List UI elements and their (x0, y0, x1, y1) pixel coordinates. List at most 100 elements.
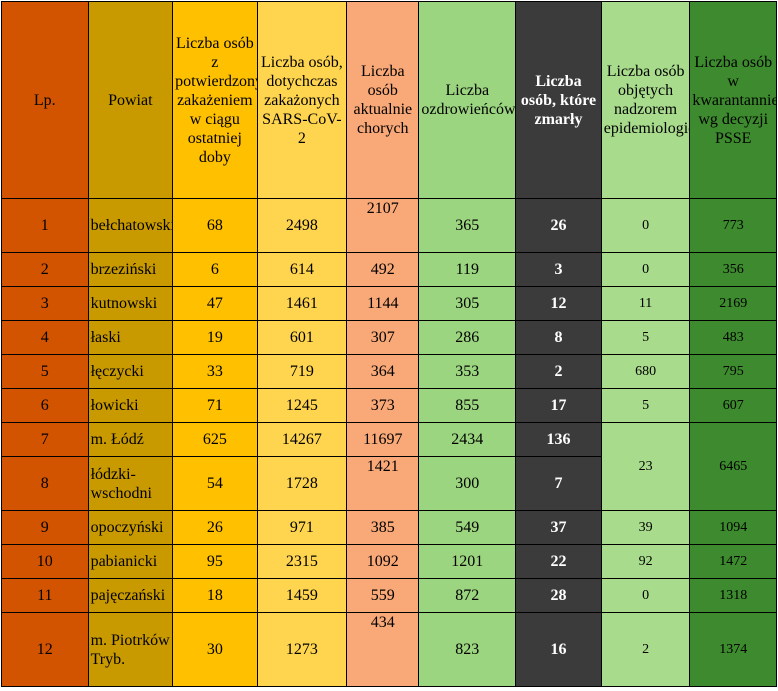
table-row: 10 pabianicki 95 2315 1092 1201 22 92 14… (1, 544, 777, 579)
cell-supervision: 5 (600, 320, 691, 355)
cell-lp: 1 (1, 198, 89, 253)
cell-supervision: 92 (600, 544, 691, 579)
cell-total: 971 (256, 510, 348, 545)
cell-quarantine: 483 (689, 320, 777, 355)
cell-recovered: 286 (418, 320, 517, 355)
cell-lp: 6 (1, 388, 89, 423)
cell-sick: 364 (346, 354, 420, 389)
cell-lp: 12 (1, 612, 89, 687)
cell-total: 614 (256, 252, 348, 287)
cell-recovered: 855 (418, 388, 517, 423)
cell-new: 71 (172, 388, 258, 423)
header-supervision: Liczba osób objętych nadzorem epidemiolo… (600, 1, 691, 199)
cell-new: 54 (172, 456, 258, 511)
cell-total: 14267 (256, 422, 348, 457)
cell-total: 2498 (256, 198, 348, 253)
cell-supervision: 0 (600, 252, 691, 287)
cell-lp: 10 (1, 544, 89, 579)
cell-powiat: opoczyński (87, 510, 174, 545)
cell-quarantine: 6465 (689, 422, 777, 511)
cell-sick: 1092 (346, 544, 420, 579)
cell-recovered: 2434 (418, 422, 517, 457)
cell-quarantine: 1472 (689, 544, 777, 579)
cell-died: 37 (515, 510, 602, 545)
cell-sick: 559 (346, 578, 420, 613)
cell-recovered: 300 (418, 456, 517, 511)
cell-quarantine: 2169 (689, 286, 777, 321)
header-new-cases: Liczba osób z potwierdzonym zakażeniem w… (172, 1, 258, 199)
cell-new: 6 (172, 252, 258, 287)
cell-quarantine: 356 (689, 252, 777, 287)
table-row: 11 pajęczański 18 1459 559 872 28 0 1318 (1, 578, 777, 613)
header-powiat: Powiat (87, 1, 174, 199)
cell-powiat: łowicki (87, 388, 174, 423)
cell-new: 33 (172, 354, 258, 389)
cell-powiat: brzeziński (87, 252, 174, 287)
cell-new: 47 (172, 286, 258, 321)
cell-supervision: 23 (600, 422, 691, 511)
header-quarantine: Liczba osób w kwarantannie wg decyzji PS… (689, 1, 777, 199)
header-currently-sick: Liczba osób aktualnie chorych (346, 1, 420, 199)
cell-new: 26 (172, 510, 258, 545)
cell-new: 68 (172, 198, 258, 253)
cell-sick: 434 (346, 612, 420, 687)
cell-died: 26 (515, 198, 602, 253)
table-row: 9 opoczyński 26 971 385 549 37 39 1094 (1, 510, 777, 545)
table-row: 7 m. Łódź 625 14267 11697 2434 136 23 64… (1, 422, 777, 511)
table-row: 1 bełchatowski 68 2498 2107 365 26 0 773 (1, 198, 777, 253)
cell-new: 30 (172, 612, 258, 687)
cell-quarantine: 773 (689, 198, 777, 253)
cell-new: 19 (172, 320, 258, 355)
cell-total: 1459 (256, 578, 348, 613)
cell-quarantine: 1374 (689, 612, 777, 687)
cell-new: 625 (172, 422, 258, 457)
table-row: 6 łowicki 71 1245 373 855 17 5 607 (1, 388, 777, 423)
cell-died: 17 (515, 388, 602, 423)
cell-recovered: 119 (418, 252, 517, 287)
cell-lp: 2 (1, 252, 89, 287)
cell-supervision: 2 (600, 612, 691, 687)
cell-powiat: kutnowski (87, 286, 174, 321)
header-total-infected: Liczba osób, dotychczas zakażonych SARS-… (256, 1, 348, 199)
header-row: Lp. Powiat Liczba osób z potwierdzonym z… (1, 1, 777, 199)
cell-recovered: 353 (418, 354, 517, 389)
cell-lp: 8 (1, 456, 89, 511)
header-recovered: Liczba ozdrowieńców (418, 1, 517, 199)
cell-died: 16 (515, 612, 602, 687)
cell-supervision: 11 (600, 286, 691, 321)
cell-recovered: 549 (418, 510, 517, 545)
cell-died: 8 (515, 320, 602, 355)
cell-new: 18 (172, 578, 258, 613)
table-row: 12 m. Piotrków Tryb. 30 1273 434 823 16 … (1, 612, 777, 687)
cell-total: 1245 (256, 388, 348, 423)
cell-recovered: 872 (418, 578, 517, 613)
cell-died: 136 (515, 422, 602, 457)
cell-total: 601 (256, 320, 348, 355)
cell-recovered: 305 (418, 286, 517, 321)
cell-died: 12 (515, 286, 602, 321)
cell-total: 719 (256, 354, 348, 389)
cell-new: 95 (172, 544, 258, 579)
cell-powiat: pabianicki (87, 544, 174, 579)
cell-total: 1273 (256, 612, 348, 687)
cell-powiat: m. Piotrków Tryb. (87, 612, 174, 687)
cell-quarantine: 1318 (689, 578, 777, 613)
cell-powiat: łaski (87, 320, 174, 355)
cell-lp: 5 (1, 354, 89, 389)
cell-total: 1461 (256, 286, 348, 321)
table-row: 8 łódzki-wschodni 54 1728 1421 300 7 (1, 456, 777, 511)
cell-quarantine: 1094 (689, 510, 777, 545)
table-row: 3 kutnowski 47 1461 1144 305 12 11 2169 (1, 286, 777, 321)
cell-died: 3 (515, 252, 602, 287)
cell-powiat: łęczycki (87, 354, 174, 389)
cell-recovered: 1201 (418, 544, 517, 579)
cell-supervision: 39 (600, 510, 691, 545)
cell-sick: 385 (346, 510, 420, 545)
cell-sick: 373 (346, 388, 420, 423)
table-row: 4 łaski 19 601 307 286 8 5 483 (1, 320, 777, 355)
cell-powiat: m. Łódź (87, 422, 174, 457)
cell-lp: 4 (1, 320, 89, 355)
cell-total: 1728 (256, 456, 348, 511)
cell-sick: 2107 (346, 198, 420, 253)
